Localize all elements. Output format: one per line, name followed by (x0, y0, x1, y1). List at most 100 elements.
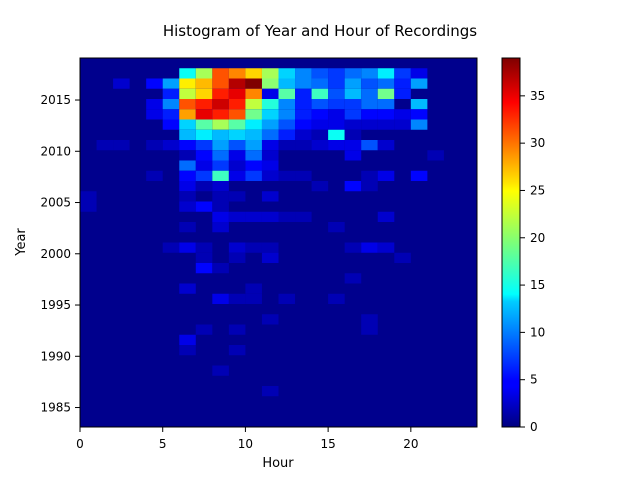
heatmap-cell (80, 201, 97, 212)
colorbar-tick-label: 20 (530, 231, 545, 245)
heatmap-cell (344, 119, 362, 130)
colorbar: 0 5 10 15 20 25 30 35 (501, 57, 545, 434)
heatmap-cell (295, 119, 312, 130)
heatmap-cell (179, 334, 196, 345)
heatmap-cell (212, 365, 229, 376)
heatmap-cell (278, 170, 296, 181)
heatmap-cell (212, 170, 229, 181)
heatmap-cell (344, 78, 362, 89)
heatmap-cell (377, 140, 395, 151)
heatmap-cell (245, 109, 262, 120)
colorbar-tick-label: 10 (530, 325, 545, 339)
heatmap-cell (377, 99, 395, 110)
heatmap-cell (162, 99, 180, 110)
heatmap-cell (228, 160, 246, 171)
heatmap-cell (261, 170, 279, 181)
heatmap-cell (361, 109, 378, 120)
heatmap-cell (344, 273, 362, 284)
heatmap-cell (245, 160, 262, 171)
heatmap-cell (212, 99, 229, 110)
heatmap-cell (162, 109, 180, 120)
heatmap-cell (410, 99, 428, 110)
heatmap-cell (195, 99, 213, 110)
heatmap-cell (212, 160, 229, 171)
heatmap-cell (377, 88, 395, 99)
heatmap-cell (195, 324, 213, 335)
heatmap-cell (344, 68, 362, 79)
heatmap-cell (179, 283, 196, 294)
chart-title: Histogram of Year and Hour of Recordings (163, 22, 477, 40)
heatmap-cell (228, 119, 246, 130)
heatmap-cell (361, 99, 378, 110)
heatmap-cell (212, 222, 229, 233)
heatmap-cell (261, 109, 279, 120)
heatmap-cell (361, 242, 378, 253)
heatmap-cell (361, 140, 378, 151)
heatmap-cell (179, 181, 196, 192)
heatmap-cell (361, 68, 378, 79)
heatmap-cell (212, 109, 229, 120)
heatmap-cell (228, 150, 246, 161)
y-axis-tick-label: 2015 (40, 93, 71, 107)
colorbar-tick-label: 25 (530, 183, 545, 197)
plot-area (79, 57, 478, 428)
heatmap-cell (245, 211, 262, 222)
y-axis-tick-label: 2005 (40, 196, 71, 210)
heatmap-cell (195, 78, 213, 89)
heatmap-cell (162, 88, 180, 99)
heatmap-cell (179, 78, 196, 89)
heatmap-cell (427, 150, 444, 161)
heatmap-cell (228, 88, 246, 99)
heatmap-cell (162, 140, 180, 151)
heatmap-cell (195, 242, 213, 253)
heatmap-cell (261, 140, 279, 151)
heatmap-cell (195, 109, 213, 120)
heatmap-cell (179, 201, 196, 212)
heatmap-cell (295, 99, 312, 110)
heatmap-cell (228, 170, 246, 181)
heatmap-cell (195, 181, 213, 192)
x-axis-tick-label: 0 (76, 437, 84, 451)
heatmap-cell (261, 119, 279, 130)
heatmap-cell (394, 88, 411, 99)
y-axis-tick-label: 1985 (40, 401, 71, 415)
heatmap-cell (146, 109, 163, 120)
heatmap-cell (261, 252, 279, 263)
heatmap-cell (245, 119, 262, 130)
heatmap-cell (245, 283, 262, 294)
heatmap-cell (295, 129, 312, 140)
heatmap-cell (146, 99, 163, 110)
heatmap-cell (228, 324, 246, 335)
y-axis-tick-label: 1995 (40, 298, 71, 312)
heatmap-cell (278, 140, 296, 151)
heatmap-cell (394, 68, 411, 79)
colorbar-tick-label: 5 (530, 373, 538, 387)
heatmap-cell (328, 293, 345, 304)
heatmap-cell (212, 211, 229, 222)
heatmap-cell (328, 119, 345, 130)
heatmap-cell (344, 88, 362, 99)
heatmap-cell (212, 263, 229, 274)
heatmap-cell (278, 99, 296, 110)
heatmap-cell (195, 170, 213, 181)
heatmap-cell (212, 119, 229, 130)
heatmap-cell (146, 140, 163, 151)
heatmap-cell (278, 293, 296, 304)
heatmap-cell (328, 78, 345, 89)
heatmap-cell (311, 181, 329, 192)
heatmap-cell (377, 119, 395, 130)
heatmap-cell (361, 314, 378, 325)
heatmap-cell (195, 263, 213, 274)
heatmap-cell (394, 252, 411, 263)
heatmap-cell (228, 191, 246, 202)
heatmap-cell (212, 88, 229, 99)
heatmap-cell (344, 99, 362, 110)
heatmap-cell (377, 109, 395, 120)
y-axis-tick-label: 2010 (40, 144, 71, 158)
heatmap-cell (212, 181, 229, 192)
heatmap-cell (195, 119, 213, 130)
heatmap-cell (311, 88, 329, 99)
heatmap-cell (195, 129, 213, 140)
heatmap-cell (212, 129, 229, 140)
heatmap-cell (245, 78, 262, 89)
